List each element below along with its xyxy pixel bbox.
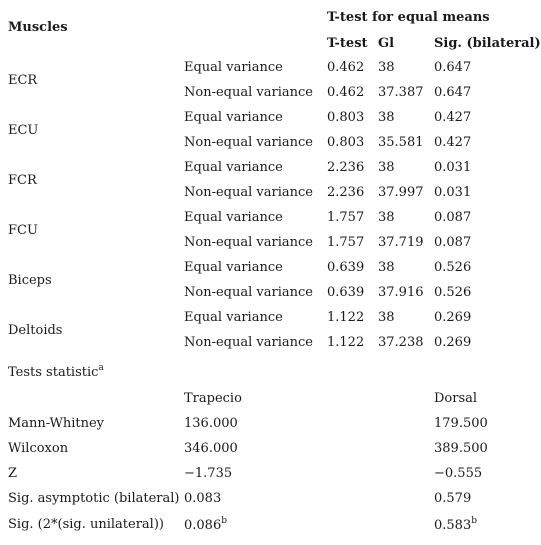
footnote-marker: a bbox=[98, 363, 104, 373]
sig-value: 0.269 bbox=[434, 310, 472, 325]
header-muscles: Muscles bbox=[8, 20, 68, 35]
stat-label: Sig. (2*(sig. unilateral)) bbox=[8, 517, 164, 532]
gl-value: 37.238 bbox=[378, 335, 424, 350]
col-trapecio: Trapecio bbox=[184, 391, 242, 406]
t-value: 1.757 bbox=[327, 210, 365, 225]
muscle-name: FCU bbox=[8, 223, 38, 238]
gl-value: 38 bbox=[378, 110, 395, 125]
dorsal-value: 0.579 bbox=[434, 491, 472, 506]
variance-label: Equal variance bbox=[184, 210, 283, 225]
sig-value: 0.269 bbox=[434, 335, 472, 350]
trapecio-value: 0.083 bbox=[184, 491, 222, 506]
t-value: 0.462 bbox=[327, 85, 365, 100]
sig-value: 0.087 bbox=[434, 210, 472, 225]
t-value: 2.236 bbox=[327, 185, 365, 200]
muscle-name: FCR bbox=[8, 173, 37, 188]
col-gl: Gl bbox=[378, 36, 395, 51]
gl-value: 37.719 bbox=[378, 235, 424, 250]
muscle-name: Biceps bbox=[8, 273, 52, 288]
dorsal-value: −0.555 bbox=[434, 466, 483, 481]
variance-label: Non-equal variance bbox=[184, 85, 313, 100]
muscle-name: ECU bbox=[8, 123, 39, 138]
sig-value: 0.526 bbox=[434, 260, 472, 275]
t-value: 1.757 bbox=[327, 235, 365, 250]
dorsal-value: 389.500 bbox=[434, 441, 488, 456]
t-value: 1.122 bbox=[327, 335, 365, 350]
trapecio-value: −1.735 bbox=[184, 466, 233, 481]
footnote-marker: b bbox=[471, 516, 477, 526]
trapecio-value: 346.000 bbox=[184, 441, 238, 456]
col-sig-bilateral: Sig. (bilateral) bbox=[434, 36, 541, 51]
gl-value: 37.997 bbox=[378, 185, 424, 200]
sig-value: 0.526 bbox=[434, 285, 472, 300]
variance-label: Equal variance bbox=[184, 260, 283, 275]
sig-value: 0.031 bbox=[434, 160, 472, 175]
t-value: 2.236 bbox=[327, 160, 365, 175]
gl-value: 38 bbox=[378, 60, 395, 75]
gl-value: 38 bbox=[378, 310, 395, 325]
muscle-name: Deltoids bbox=[8, 323, 63, 338]
gl-value: 35.581 bbox=[378, 135, 424, 150]
sig-value: 0.087 bbox=[434, 235, 472, 250]
dorsal-value: 179.500 bbox=[434, 416, 488, 431]
gl-value: 38 bbox=[378, 260, 395, 275]
variance-label: Equal variance bbox=[184, 160, 283, 175]
muscle-name: ECR bbox=[8, 73, 38, 88]
t-value: 0.639 bbox=[327, 260, 365, 275]
variance-label: Equal variance bbox=[184, 310, 283, 325]
sig-value: 0.427 bbox=[434, 110, 472, 125]
stat-label: Mann-Whitney bbox=[8, 416, 105, 431]
trapecio-value: 136.000 bbox=[184, 416, 238, 431]
footnote-marker: b bbox=[221, 516, 227, 526]
variance-label: Non-equal variance bbox=[184, 185, 313, 200]
variance-label: Equal variance bbox=[184, 60, 283, 75]
gl-value: 37.387 bbox=[378, 85, 424, 100]
variance-label: Non-equal variance bbox=[184, 285, 313, 300]
variance-label: Non-equal variance bbox=[184, 135, 313, 150]
variance-label: Non-equal variance bbox=[184, 235, 313, 250]
gl-value: 38 bbox=[378, 160, 395, 175]
col-ttest: T-test bbox=[327, 36, 368, 51]
gl-value: 37.916 bbox=[378, 285, 424, 300]
sig-value: 0.647 bbox=[434, 60, 472, 75]
stat-label: Sig. asymptotic (bilateral) bbox=[8, 491, 180, 506]
t-value: 0.803 bbox=[327, 135, 365, 150]
dorsal-value: 0.583b bbox=[434, 516, 477, 534]
stat-label: Wilcoxon bbox=[8, 441, 69, 456]
sig-value: 0.427 bbox=[434, 135, 472, 150]
t-value: 0.803 bbox=[327, 110, 365, 125]
t-value: 1.122 bbox=[327, 310, 365, 325]
sig-value: 0.647 bbox=[434, 85, 472, 100]
col-dorsal: Dorsal bbox=[434, 391, 478, 406]
stat-label: Z bbox=[8, 466, 18, 481]
variance-label: Non-equal variance bbox=[184, 335, 313, 350]
t-value: 0.639 bbox=[327, 285, 365, 300]
sig-value: 0.031 bbox=[434, 185, 472, 200]
t-value: 0.462 bbox=[327, 60, 365, 75]
trapecio-value: 0.086b bbox=[184, 516, 227, 534]
gl-value: 38 bbox=[378, 210, 395, 225]
variance-label: Equal variance bbox=[184, 110, 283, 125]
header-ttest-group: T-test for equal means bbox=[327, 10, 490, 25]
tests-statistic-title: Tests statistica bbox=[8, 363, 104, 381]
